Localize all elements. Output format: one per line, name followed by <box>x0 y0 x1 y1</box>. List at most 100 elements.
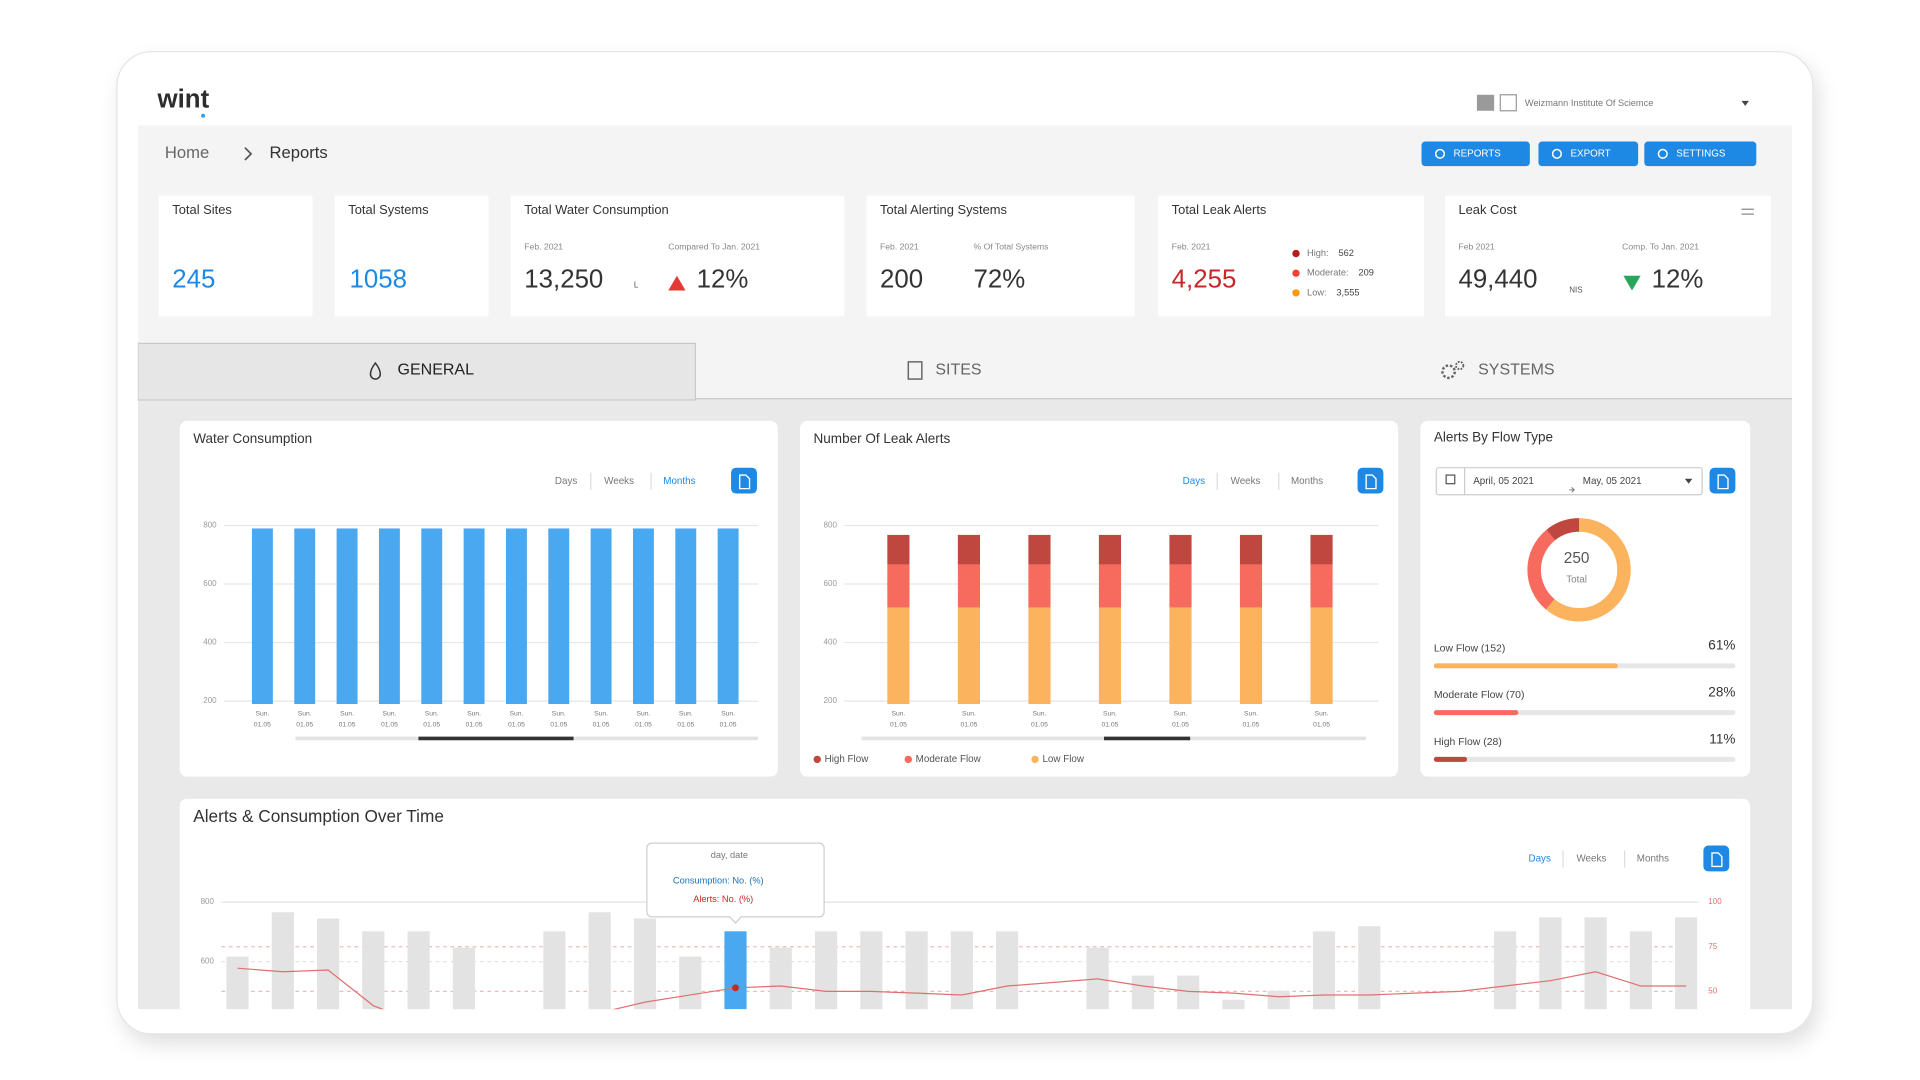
kpi-title: Total Alerting Systems <box>880 202 1007 217</box>
kpi-title: Total Water Consumption <box>524 202 668 217</box>
trend-down <box>1623 275 1641 291</box>
calendar-icon <box>1445 474 1456 485</box>
tab[interactable] <box>1244 343 1792 399</box>
trend-up <box>668 275 686 291</box>
range-option[interactable]: Days <box>555 476 577 487</box>
severity-dot <box>1292 289 1300 297</box>
button-label: EXPORT <box>1570 148 1610 159</box>
x-tick-label: Sun. <box>509 711 523 718</box>
screen: wint Weizmann Institute Of Sciemce Home Rep… <box>137 76 1792 1010</box>
date-to: May, 05 2021 <box>1583 476 1642 487</box>
bar <box>724 931 747 1010</box>
y-tick-label: 200 <box>824 696 838 705</box>
bar <box>1584 917 1607 1010</box>
x-tick-label: 01.05 <box>1243 722 1260 729</box>
severity-count: 209 <box>1358 268 1373 278</box>
filter-icon[interactable] <box>1741 208 1754 215</box>
kpi-card <box>1158 195 1424 317</box>
y2-tick-label: 75 <box>1708 942 1717 951</box>
tab-label[interactable]: SYSTEMS <box>1478 362 1554 379</box>
tooltip-pointer <box>728 915 743 924</box>
flow-percent: 61% <box>1708 638 1735 653</box>
bar <box>336 528 358 704</box>
flow-label: Low Flow (152) <box>1434 643 1505 654</box>
tab[interactable] <box>696 343 1245 399</box>
tab-icon <box>907 361 923 380</box>
kpi-change: 12% <box>1652 265 1704 293</box>
bar-segment <box>957 534 980 565</box>
kpi-title: Leak Cost <box>1458 202 1517 217</box>
card-title: Number Of Leak Alerts <box>814 431 951 446</box>
kpi-value: 1058 <box>350 265 407 293</box>
download-button[interactable] <box>1703 845 1730 872</box>
x-tick-label: Sun. <box>721 711 735 718</box>
range-option[interactable]: Days <box>1183 476 1205 487</box>
range-option[interactable]: Months <box>663 476 695 487</box>
date-range-picker[interactable] <box>1435 467 1703 496</box>
kpi-value: 245 <box>172 265 215 293</box>
legend-swatch <box>904 755 912 764</box>
progress-fill <box>1433 663 1618 669</box>
x-tick-label: 01.05 <box>508 722 525 729</box>
donut-total: 250 <box>1564 550 1590 567</box>
x-tick-label: Sun. <box>382 711 396 718</box>
range-option[interactable]: Months <box>1291 476 1323 487</box>
range-option[interactable]: Days <box>1528 854 1550 865</box>
button-icon <box>1657 148 1668 159</box>
button-label: SETTINGS <box>1676 148 1726 159</box>
kpi-value: 4,255 <box>1172 265 1237 293</box>
download-icon <box>1717 474 1729 490</box>
range-option[interactable]: Months <box>1637 854 1669 865</box>
button-icon <box>1551 148 1562 159</box>
x-tick-label: Sun. <box>298 711 312 718</box>
kpi-period: Feb. 2021 <box>880 242 919 252</box>
bar <box>769 947 792 1010</box>
bar <box>1177 975 1200 1010</box>
x-tick-label: Sun. <box>255 711 269 718</box>
dropdown-caret[interactable] <box>1741 100 1749 106</box>
bar <box>294 528 316 704</box>
y-tick-label: 600 <box>824 579 838 588</box>
kpi-unit: NIS <box>1569 286 1582 295</box>
bar <box>407 931 430 1010</box>
x-tick-label: 01.05 <box>593 722 610 729</box>
x-tick-label: 01.05 <box>1031 722 1048 729</box>
range-option[interactable]: Weeks <box>1231 476 1261 487</box>
download-button[interactable] <box>1709 467 1736 494</box>
tab-label[interactable]: SITES <box>935 362 981 379</box>
bar <box>1131 975 1154 1010</box>
severity-label: High: <box>1307 248 1329 258</box>
bar <box>950 931 973 1010</box>
action-button[interactable] <box>1538 141 1639 167</box>
button-icon <box>1434 148 1446 159</box>
action-button[interactable] <box>1421 141 1530 167</box>
tab-icon <box>1455 360 1465 371</box>
bar <box>1539 917 1562 1010</box>
action-button[interactable] <box>1644 141 1757 167</box>
bar <box>1494 931 1517 1010</box>
range-option[interactable]: Weeks <box>604 476 634 487</box>
bar-segment <box>887 607 910 704</box>
y2-tick-label: 50 <box>1708 986 1717 995</box>
bar-segment <box>1028 534 1051 565</box>
tab-label[interactable]: GENERAL <box>398 362 475 379</box>
legend-swatch <box>813 755 821 764</box>
breadcrumb-link[interactable]: Home <box>165 143 209 162</box>
bar <box>271 912 294 1010</box>
download-button[interactable] <box>731 467 757 494</box>
bar <box>1675 917 1698 1010</box>
kpi-period: Feb. 2021 <box>1172 242 1211 252</box>
breadcrumb-chevron <box>244 147 253 161</box>
range-option[interactable]: Weeks <box>1576 854 1606 865</box>
download-button[interactable] <box>1357 467 1384 494</box>
x-tick-label: 01.05 <box>466 722 483 729</box>
bar <box>378 528 400 704</box>
download-icon <box>1711 852 1723 868</box>
bar <box>421 528 443 704</box>
kpi-value: 13,250 <box>524 265 603 293</box>
org-icon <box>1499 94 1517 112</box>
kpi-card <box>1444 195 1772 317</box>
tab-icon <box>1441 364 1457 380</box>
tab-active[interactable] <box>137 342 696 401</box>
